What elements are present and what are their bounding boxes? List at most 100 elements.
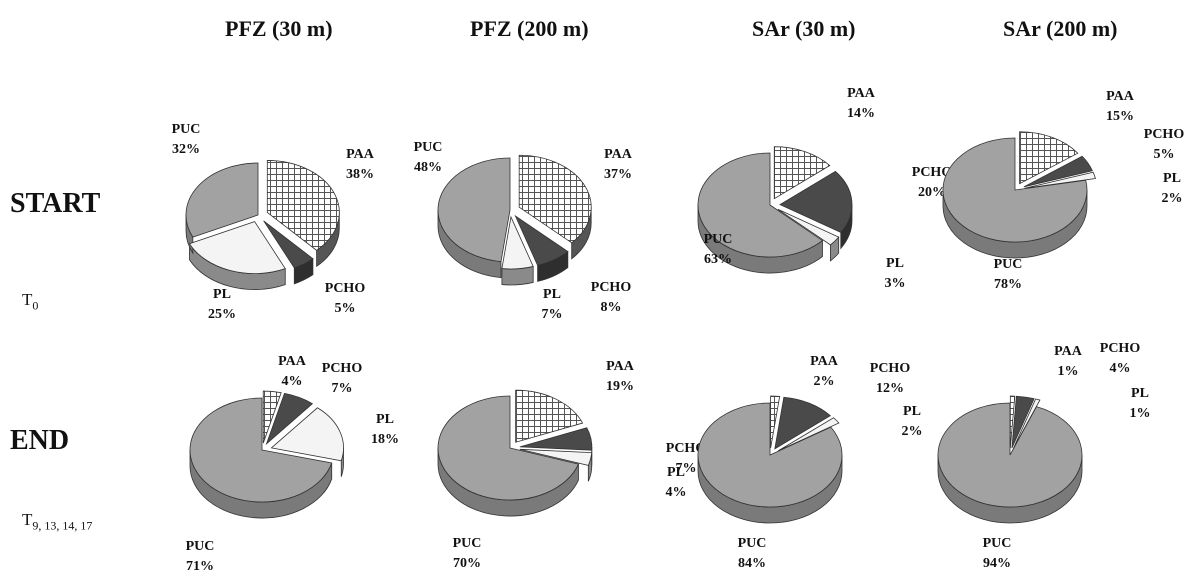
slice-label-paa: PAA	[278, 354, 307, 369]
slice-label-puc: PUC	[983, 536, 1012, 551]
slice-value-puc: 71%	[186, 559, 214, 574]
pie-slice-pcho	[263, 220, 314, 269]
slice-value-puc: 84%	[738, 556, 766, 571]
slice-label-paa: PAA	[1054, 344, 1083, 359]
pie-slice-puc	[697, 402, 843, 508]
slice-value-pcho: 5%	[335, 301, 356, 316]
pie-slice-pcho	[514, 214, 569, 266]
slice-value-pcho: 7%	[332, 381, 353, 396]
slice-label-paa: PAA	[346, 147, 375, 162]
slice-value-pl: 18%	[371, 432, 399, 447]
pie-chart: PAA 37% PCHO 8% PL 7% PUC 48%	[414, 140, 633, 322]
pie-slice-paa	[1009, 395, 1016, 449]
row-label-end: END	[10, 425, 70, 456]
pie-chart: PAA 14% PCHO 20% PL 3% PUC 63%	[697, 86, 953, 291]
slice-value-puc: 70%	[453, 556, 481, 571]
pie-slice-paa	[770, 395, 781, 449]
pie-slice-pl	[777, 417, 840, 452]
pie-slice-puc	[437, 157, 511, 263]
slice-label-pl: PL	[213, 287, 231, 302]
pie-chart: PAA 4% PCHO 7% PL 18% PUC 71%	[186, 354, 399, 574]
slice-label-pcho: PCHO	[1100, 341, 1141, 356]
slice-value-pl: 7%	[542, 307, 563, 322]
pie-slice-puc	[185, 162, 259, 238]
pie-slice-pcho	[1011, 395, 1035, 449]
slice-label-pcho: PCHO	[325, 281, 366, 296]
slice-label-puc: PUC	[994, 257, 1023, 272]
slice-value-puc: 63%	[704, 252, 732, 267]
slice-label-pl: PL	[886, 256, 904, 271]
pie-slice-paa	[773, 146, 831, 200]
column-title: SAr (200 m)	[1003, 16, 1118, 41]
pie-slice-puc	[937, 402, 1083, 508]
slice-label-pl: PL	[543, 287, 561, 302]
pie-slice-paa	[515, 389, 584, 443]
slice-value-pl: 3%	[885, 276, 906, 291]
pie-chart: PAA 2% PCHO 12% PL 2% PUC 84%	[697, 354, 923, 571]
pie-chart: PAA 38% PCHO 5% PL 25% PUC 32%	[172, 122, 375, 322]
slice-label-puc: PUC	[738, 536, 767, 551]
slice-label-pcho: PCHO	[666, 441, 707, 456]
slice-label-puc: PUC	[453, 536, 482, 551]
pie-slice-pl	[1024, 171, 1096, 189]
slice-label-pcho: PCHO	[912, 165, 953, 180]
slice-value-paa: 19%	[606, 379, 634, 394]
time-label-end: T9, 13, 14, 17	[22, 510, 93, 533]
slice-label-pl: PL	[667, 465, 685, 480]
slice-value-pl: 25%	[208, 307, 236, 322]
slice-value-pl: 2%	[1162, 191, 1183, 206]
slice-value-paa: 1%	[1058, 364, 1079, 379]
slice-value-pl: 4%	[666, 485, 687, 500]
row-label-start: START	[10, 188, 101, 219]
slice-value-paa: 37%	[604, 167, 632, 182]
slice-value-puc: 32%	[172, 142, 200, 157]
slice-value-puc: 78%	[994, 277, 1022, 292]
slice-label-pl: PL	[1131, 386, 1149, 401]
slice-label-puc: PUC	[414, 140, 443, 155]
slice-value-paa: 4%	[282, 374, 303, 389]
pie-slice-puc	[942, 137, 1088, 243]
pie-slice-pl	[519, 448, 593, 466]
slice-value-paa: 15%	[1106, 109, 1134, 124]
slice-label-pl: PL	[903, 404, 921, 419]
slice-value-paa: 2%	[814, 374, 835, 389]
pie-slice-puc	[437, 395, 580, 501]
slice-value-pcho: 5%	[1154, 147, 1175, 162]
column-title: PFZ (30 m)	[225, 16, 333, 41]
slice-value-paa: 38%	[346, 167, 374, 182]
pie-slice-pcho	[265, 392, 314, 446]
slice-value-pcho: 7%	[676, 461, 697, 476]
pie-chart: PAA 15% PCHO 5% PL 2% PUC 78%	[942, 89, 1185, 292]
slice-label-paa: PAA	[847, 86, 876, 101]
slice-value-puc: 94%	[983, 556, 1011, 571]
slice-label-puc: PUC	[172, 122, 201, 137]
pie-slice-paa	[262, 390, 282, 444]
slice-label-puc: PUC	[186, 539, 215, 554]
column-title: SAr (30 m)	[752, 16, 856, 41]
pie-slice-paa	[1019, 131, 1079, 185]
pie-slice-pcho	[1023, 155, 1093, 188]
slice-value-puc: 48%	[414, 160, 442, 175]
column-title: PFZ (200 m)	[470, 16, 589, 41]
slice-label-pcho: PCHO	[1144, 127, 1185, 142]
pie-slice-pl	[270, 407, 344, 462]
pie-slice-pcho	[519, 427, 593, 451]
slice-label-pl: PL	[376, 412, 394, 427]
pie-slice-pcho	[774, 396, 831, 450]
slice-value-pcho: 20%	[918, 185, 946, 200]
slice-value-pl: 1%	[1130, 406, 1151, 421]
pie-slice-pl	[777, 208, 840, 246]
slice-value-pcho: 4%	[1110, 361, 1131, 376]
pie-slice-pl	[188, 221, 286, 274]
pie-slice-paa	[518, 154, 592, 244]
slice-label-paa: PAA	[604, 147, 633, 162]
slice-label-pcho: PCHO	[870, 361, 911, 376]
slice-label-paa: PAA	[606, 359, 635, 374]
slice-value-pcho: 8%	[601, 300, 622, 315]
pie-slice-puc	[697, 152, 824, 258]
pie-slice-pl	[501, 215, 534, 270]
slice-label-puc: PUC	[704, 232, 733, 247]
slice-label-pcho: PCHO	[322, 361, 363, 376]
